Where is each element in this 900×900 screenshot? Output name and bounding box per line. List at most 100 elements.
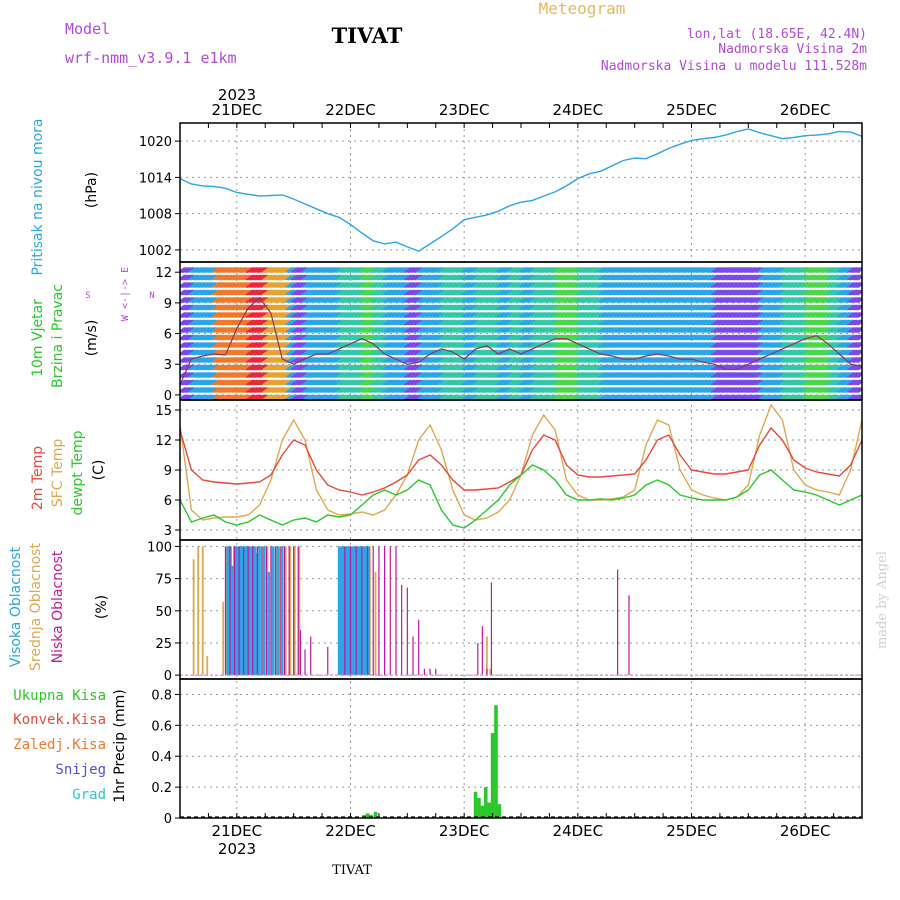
wind-barb <box>283 304 292 311</box>
wind-barb <box>380 364 389 371</box>
wind-barb <box>473 312 481 318</box>
wind-barb <box>465 319 473 326</box>
wind-barb <box>250 267 259 273</box>
wind-barb <box>357 357 366 363</box>
wind-barb <box>309 364 318 371</box>
wind-barb <box>395 387 404 393</box>
wind-barb <box>279 334 288 341</box>
wind-barb <box>226 274 235 281</box>
wind-barb <box>465 342 473 348</box>
wind-barb <box>420 387 428 393</box>
wind-barb <box>471 312 480 318</box>
wind-barb <box>204 304 213 311</box>
wind-barb <box>448 364 457 371</box>
wind-barb <box>421 304 430 311</box>
wind-barb <box>204 327 213 333</box>
wind-barb <box>252 282 260 288</box>
wind-barb <box>304 379 312 386</box>
wind-barb <box>283 334 292 341</box>
wind-barb <box>264 289 273 296</box>
wind-barb <box>255 349 263 356</box>
wind-barb <box>387 267 396 273</box>
wind-barb <box>195 357 203 363</box>
wind-barb <box>214 379 222 386</box>
wind-barb <box>309 327 318 333</box>
wind-barb <box>353 289 361 296</box>
wind-barb <box>414 267 423 273</box>
wind-barb <box>320 267 329 273</box>
wind-barb <box>205 312 214 318</box>
wind-barb <box>244 349 252 356</box>
wind-barb <box>235 364 244 371</box>
wind-barb <box>283 357 292 363</box>
wind-barb <box>463 357 472 363</box>
wind-barb <box>481 327 490 333</box>
wind-barb <box>463 372 472 378</box>
wind-barb <box>208 342 217 348</box>
wind-barb <box>451 379 460 386</box>
wind-barb <box>274 379 282 386</box>
wind-barb <box>231 267 240 273</box>
wind-barb <box>343 357 352 363</box>
wind-barb <box>335 379 344 386</box>
wind-barb <box>189 319 198 326</box>
wind-barb <box>332 379 341 386</box>
wind-barb <box>418 319 427 326</box>
wind-barb <box>407 349 416 356</box>
wind-barb <box>482 297 491 303</box>
wind-barb <box>375 394 383 400</box>
wind-barb <box>391 297 400 303</box>
wind-barb <box>319 364 327 371</box>
wind-barb <box>231 297 240 303</box>
wind-barb <box>424 394 432 400</box>
wind-barb <box>338 379 346 386</box>
wind-barb <box>447 364 456 371</box>
wind-barb <box>253 312 262 318</box>
wind-barb <box>184 282 192 288</box>
wind-barb <box>306 394 315 400</box>
wind-barb <box>248 297 256 303</box>
wind-barb <box>199 304 207 311</box>
wind-barb <box>278 334 286 341</box>
wind-barb <box>467 327 476 333</box>
wind-barb <box>218 289 226 296</box>
wind-barb <box>360 372 368 378</box>
wind-barb <box>469 394 477 400</box>
wind-barb <box>309 342 318 348</box>
wind-barb <box>295 334 304 341</box>
wind-barb <box>278 387 286 393</box>
wind-barb <box>331 267 340 273</box>
wind-barb <box>234 297 243 303</box>
wind-barb <box>219 319 228 326</box>
wind-barb <box>356 394 364 400</box>
wind-barb <box>207 334 215 341</box>
wind-barb <box>289 304 297 311</box>
wind-barb <box>332 387 341 393</box>
wind-barb <box>433 282 442 288</box>
wind-barb <box>343 267 352 273</box>
wind-barb <box>346 372 355 378</box>
wind-barb <box>319 387 327 393</box>
wind-barb <box>392 312 401 318</box>
wind-barb <box>316 372 325 378</box>
wind-barb <box>471 274 480 281</box>
wind-barb <box>306 334 315 341</box>
wind-barb <box>316 267 325 273</box>
wind-barb <box>477 297 486 303</box>
wind-barb <box>304 312 312 318</box>
wind-barb <box>399 327 408 333</box>
wind-barb <box>439 289 447 296</box>
wind-barb <box>416 357 424 363</box>
wind-barb <box>211 327 220 333</box>
wind-barb <box>290 379 299 386</box>
wind-barb <box>304 327 312 333</box>
wind-barb <box>271 267 280 273</box>
wind-barb <box>276 387 285 393</box>
wind-barb <box>362 364 371 371</box>
wind-barb <box>422 289 431 296</box>
wind-barb <box>286 364 295 371</box>
wind-barb <box>190 342 199 348</box>
wind-barb <box>444 289 453 296</box>
wind-barb <box>406 342 415 348</box>
wind-barb <box>484 304 492 311</box>
